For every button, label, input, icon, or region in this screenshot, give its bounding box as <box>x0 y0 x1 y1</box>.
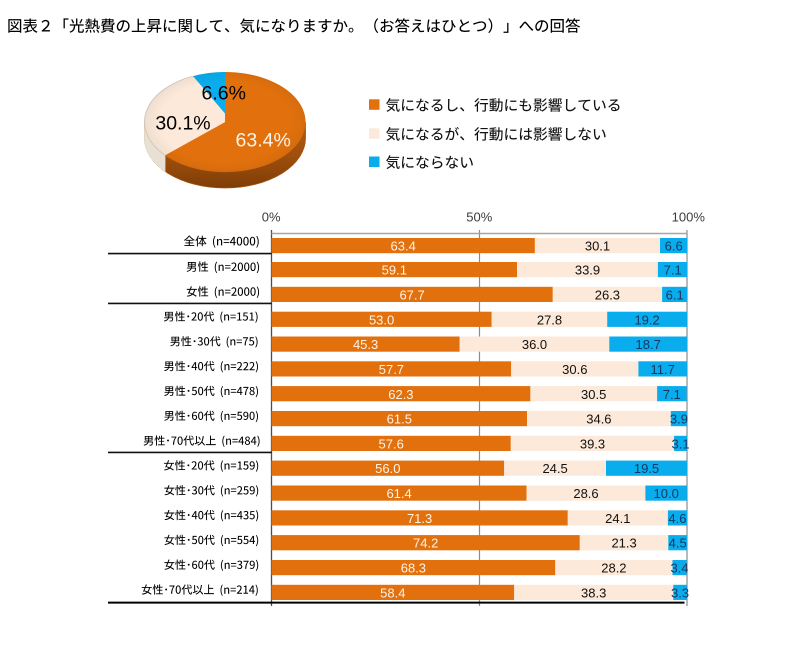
svg-text:11.7: 11.7 <box>651 362 675 377</box>
svg-text:6.6: 6.6 <box>665 239 683 254</box>
svg-text:21.3: 21.3 <box>611 536 636 551</box>
svg-text:6.1: 6.1 <box>666 287 684 302</box>
svg-text:36.0: 36.0 <box>522 337 547 352</box>
svg-text:6.6%: 6.6% <box>201 83 245 105</box>
svg-text:3.1: 3.1 <box>672 436 690 451</box>
svg-text:4.5: 4.5 <box>669 536 687 551</box>
svg-text:63.4: 63.4 <box>391 239 416 254</box>
svg-text:7.1: 7.1 <box>664 263 682 278</box>
svg-text:24.1: 24.1 <box>605 511 630 526</box>
svg-text:67.7: 67.7 <box>399 287 424 302</box>
svg-text:4.6: 4.6 <box>668 511 686 526</box>
svg-text:34.6: 34.6 <box>586 412 611 427</box>
svg-text:61.4: 61.4 <box>386 486 411 501</box>
svg-text:74.2: 74.2 <box>413 536 438 551</box>
svg-text:58.4: 58.4 <box>380 585 405 600</box>
svg-text:19.2: 19.2 <box>634 312 659 327</box>
svg-text:39.3: 39.3 <box>580 436 605 451</box>
svg-text:71.3: 71.3 <box>407 511 432 526</box>
svg-text:3.9: 3.9 <box>670 412 688 427</box>
svg-text:26.3: 26.3 <box>595 287 620 302</box>
svg-text:56.0: 56.0 <box>375 461 400 476</box>
svg-text:61.5: 61.5 <box>387 412 412 427</box>
svg-text:18.7: 18.7 <box>636 337 661 352</box>
svg-text:30.6: 30.6 <box>562 362 587 377</box>
svg-text:100%: 100% <box>672 209 706 224</box>
svg-text:7.1: 7.1 <box>663 387 681 402</box>
svg-text:10.0: 10.0 <box>654 486 679 501</box>
svg-text:57.6: 57.6 <box>379 436 404 451</box>
svg-text:27.8: 27.8 <box>537 312 562 327</box>
svg-text:30.5: 30.5 <box>581 387 606 402</box>
svg-text:68.3: 68.3 <box>401 561 426 576</box>
svg-text:30.1: 30.1 <box>585 239 610 254</box>
svg-text:38.3: 38.3 <box>581 585 606 600</box>
svg-text:0%: 0% <box>262 209 281 224</box>
svg-text:28.6: 28.6 <box>573 486 598 501</box>
svg-text:24.5: 24.5 <box>542 461 567 476</box>
svg-text:19.5: 19.5 <box>634 461 659 476</box>
svg-text:30.1%: 30.1% <box>155 113 210 135</box>
svg-text:45.3: 45.3 <box>353 337 378 352</box>
svg-text:33.9: 33.9 <box>575 263 600 278</box>
svg-text:53.0: 53.0 <box>369 312 394 327</box>
svg-text:63.4%: 63.4% <box>236 129 291 151</box>
svg-text:62.3: 62.3 <box>388 387 413 402</box>
svg-text:28.2: 28.2 <box>601 561 626 576</box>
svg-text:50%: 50% <box>466 209 492 224</box>
svg-text:3.4: 3.4 <box>670 561 688 576</box>
svg-text:57.7: 57.7 <box>379 362 404 377</box>
svg-text:3.3: 3.3 <box>671 585 689 600</box>
svg-text:59.1: 59.1 <box>382 263 407 278</box>
